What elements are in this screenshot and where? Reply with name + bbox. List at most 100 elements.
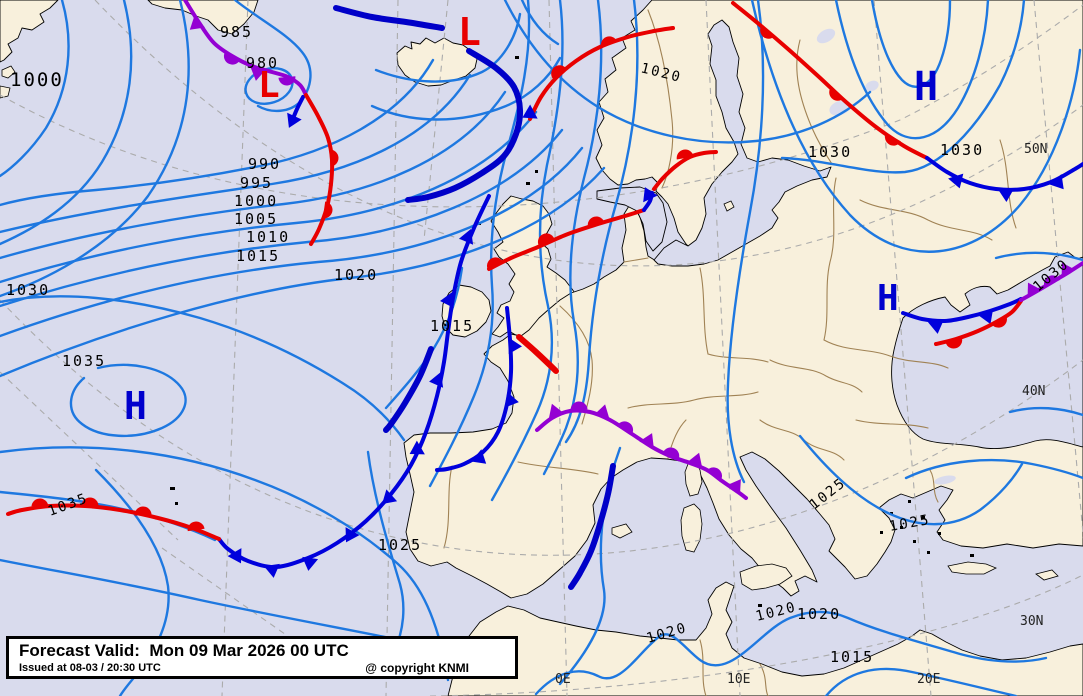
cold-front-triangle [250, 66, 267, 81]
front-path [487, 208, 646, 271]
cold-front-triangle [227, 548, 242, 564]
pressure-value-label: 990 [248, 155, 281, 173]
pressure-value-label: 1020 [334, 266, 378, 284]
pressure-value-label: 1025 [378, 536, 422, 554]
warm-front-azores [6, 497, 221, 541]
isobar-1000 [0, 90, 507, 260]
front-path [383, 346, 434, 433]
occluded-front-mediterranean [535, 401, 748, 500]
front-path [304, 93, 335, 246]
black-sea [891, 251, 1083, 450]
isobar-1030-russia [780, 0, 1026, 174]
warm-front-semicircle [551, 65, 566, 80]
warm-front-semicircle [706, 467, 722, 481]
pressure-centers-layer: L L H H H [124, 10, 938, 428]
cold-front-triangle [508, 337, 522, 354]
high-pressure-center: H [124, 384, 147, 428]
pressure-value-label: 1015 [236, 247, 280, 265]
island-sardinia [680, 503, 703, 553]
warm-front-semicircle [616, 421, 634, 434]
cold-front-triangle [522, 104, 538, 119]
isobar-1025-portugal [366, 450, 405, 654]
cold-front-russia [925, 156, 1083, 202]
isobar-1015 [0, 146, 584, 338]
cold-front-atlantic-main [217, 194, 491, 578]
high-pressure-center: H [877, 278, 899, 319]
baltic-sea [653, 19, 832, 267]
pressure-value-label: 1030 [808, 143, 852, 161]
warm-front-semicircle [587, 216, 605, 228]
trough-mid-atlantic [383, 346, 434, 433]
island-gotland [723, 200, 735, 212]
occluded-front-greenland [183, 0, 308, 97]
cold-front-triangle [997, 188, 1014, 202]
front-path [568, 463, 616, 590]
cold-front-triangle [1027, 282, 1042, 298]
warm-front-semicircle [991, 314, 1007, 328]
cold-front-triangle [504, 391, 519, 408]
pressure-value-label: 995 [240, 174, 273, 192]
isobar-1025-balkans [798, 434, 1024, 526]
warm-front-semicircle [1043, 275, 1060, 288]
island-cyprus [1035, 569, 1059, 581]
warm-front-semicircle [537, 233, 555, 246]
parallel-30n [429, 574, 1083, 696]
cold-front-triangle [189, 15, 205, 30]
front-path [405, 48, 524, 203]
white-sea [816, 28, 836, 44]
cold-front-triangle [639, 433, 654, 449]
cold-spur-greenland [287, 95, 305, 128]
warm-segment-channel [516, 334, 559, 374]
warm-front-norwegian-sea [522, 26, 675, 121]
island-mallorca [611, 523, 633, 539]
forecast-valid-title: Forecast Valid: Mon 09 Mar 2026 00 UTC [19, 641, 349, 660]
warm-front-semicircle [487, 257, 503, 271]
cold-front-triangle [1061, 262, 1076, 278]
landmass-greenland-corner [0, 0, 59, 63]
cold-front-triangle [263, 563, 280, 578]
warm-front-semicircle [760, 24, 775, 39]
cold-front-triangle [927, 319, 944, 334]
graticule-label: 20E [917, 672, 940, 687]
warm-front-semicircle [945, 337, 963, 349]
pressure-value-label: 1015 [430, 317, 474, 335]
pressure-value-label: 1005 [234, 210, 278, 228]
cold-front-triangle [1049, 174, 1064, 190]
landmass-greenland-islets [0, 65, 16, 99]
isobar-1020-africa [534, 610, 1048, 696]
graticule-label: 10E [727, 672, 750, 687]
pressure-value-label: 1030 [940, 141, 984, 159]
cold-front-biscay [435, 306, 522, 472]
cold-front-triangle [643, 187, 658, 203]
isobar-1030-west [0, 295, 406, 442]
cold-front-triangle [382, 489, 398, 505]
island-crete [947, 561, 997, 575]
copyright-label: @ copyright KNMI [365, 661, 469, 675]
cold-front-triangle [345, 527, 360, 543]
front-path [333, 5, 445, 31]
pressure-value-label: 1000 [10, 69, 64, 91]
warm-front-semicircle [81, 497, 99, 506]
warm-front-semicircle [600, 36, 618, 49]
warm-front-semicircle [187, 521, 205, 532]
graticule-label: 0E [555, 672, 571, 687]
warm-front-semicircle [322, 201, 333, 219]
low-pressure-center: L [258, 65, 280, 106]
front-path [528, 26, 675, 121]
pressure-value-label: 1010 [246, 228, 290, 246]
cold-tip-skagerrak [642, 187, 658, 212]
graticule-label: 30N [1020, 614, 1043, 629]
front-path [183, 0, 308, 97]
warm-front-kattegat [652, 149, 718, 191]
trough-east-iceland [405, 48, 524, 203]
occluded-front-black-sea [1019, 261, 1083, 302]
cold-front-triangle [409, 440, 425, 455]
cold-front-triangle [459, 228, 474, 245]
graticule-label: 50N [1024, 142, 1047, 157]
warm-front-north-sea [487, 208, 646, 271]
cold-front-triangle [548, 403, 564, 419]
front-path [516, 334, 559, 374]
pressure-value-label: 1035 [62, 352, 106, 370]
cold-front-triangle [948, 173, 964, 189]
